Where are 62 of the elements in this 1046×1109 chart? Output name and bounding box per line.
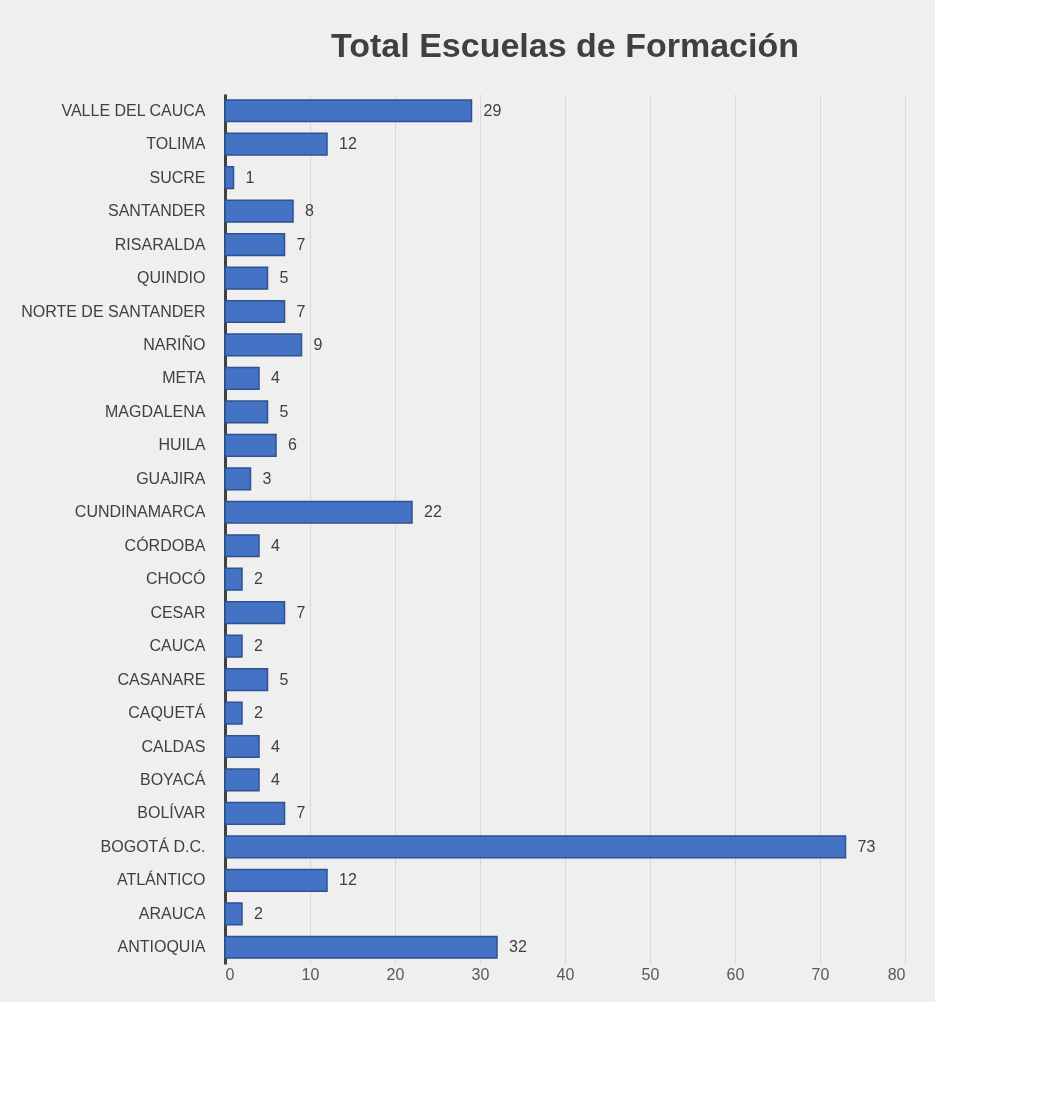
y-tick-label: CALDAS <box>141 737 206 755</box>
y-tick-label: TOLIMA <box>146 135 206 153</box>
y-tick-label: ANTIOQUIA <box>117 938 206 956</box>
data-label: 29 <box>483 101 502 119</box>
x-tick-label: 0 <box>225 965 235 983</box>
y-tick-label: SUCRE <box>149 168 206 186</box>
data-label: 4 <box>271 536 280 554</box>
y-tick-label: CAUCA <box>149 637 206 655</box>
data-label: 2 <box>254 904 263 922</box>
data-label: 6 <box>288 436 297 454</box>
data-label: 73 <box>857 837 876 855</box>
data-label: 4 <box>271 770 280 788</box>
data-label: 22 <box>424 503 442 521</box>
data-label: 32 <box>509 938 527 956</box>
y-tick-label: CHOCÓ <box>145 569 206 588</box>
data-label: 3 <box>262 469 272 487</box>
y-tick-label: BOLÍVAR <box>137 803 206 822</box>
data-label: 7 <box>296 302 306 320</box>
data-label: 1 <box>245 168 255 186</box>
y-tick-label: CESAR <box>150 603 206 621</box>
data-label: 4 <box>271 737 280 755</box>
x-tick-label: 50 <box>641 965 660 983</box>
data-label: 5 <box>279 269 289 287</box>
y-tick-label: RISARALDA <box>114 235 206 253</box>
y-tick-label: ARAUCA <box>138 904 206 922</box>
x-tick-label: 40 <box>556 965 575 983</box>
data-label: 7 <box>296 603 306 621</box>
data-label: 5 <box>279 402 289 420</box>
data-label: 2 <box>254 704 263 722</box>
y-tick-label: META <box>162 369 206 387</box>
data-label: 12 <box>339 135 357 153</box>
y-tick-label: QUINDIO <box>137 269 206 287</box>
y-tick-label: VALLE DEL CAUCA <box>61 101 206 119</box>
y-tick-label: CUNDINAMARCA <box>74 503 206 521</box>
x-tick-label: 80 <box>887 965 906 983</box>
y-tick-label: SANTANDER <box>108 202 206 220</box>
data-label: 2 <box>254 570 263 588</box>
chart-title: Total Escuelas de Formación <box>331 26 799 64</box>
data-label: 4 <box>271 369 280 387</box>
data-label: 12 <box>339 871 357 889</box>
y-tick-label: GUAJIRA <box>136 469 206 487</box>
x-tick-label: 20 <box>386 965 405 983</box>
y-tick-label: BOGOTÁ D.C. <box>100 836 206 855</box>
y-tick-label: BOYACÁ <box>140 769 206 788</box>
y-tick-label: CAQUETÁ <box>128 703 206 722</box>
data-label: 7 <box>296 804 306 822</box>
data-label: 8 <box>305 202 314 220</box>
x-tick-label: 70 <box>811 965 830 983</box>
y-tick-label: MAGDALENA <box>105 402 206 420</box>
y-tick-label: CASANARE <box>117 670 206 688</box>
data-label: 7 <box>296 235 306 253</box>
y-tick-label: ATLÁNTICO <box>116 870 206 889</box>
data-label: 2 <box>254 637 263 655</box>
x-tick-label: 10 <box>301 965 320 983</box>
y-tick-label: HUILA <box>158 436 206 454</box>
y-tick-label: NORTE DE SANTANDER <box>21 302 206 320</box>
y-tick-label: NARIÑO <box>143 333 206 353</box>
data-label: 5 <box>279 670 289 688</box>
data-label: 9 <box>313 335 323 353</box>
y-tick-label: CÓRDOBA <box>124 535 206 554</box>
x-tick-label: 60 <box>726 965 745 983</box>
x-tick-label: 30 <box>471 965 490 983</box>
